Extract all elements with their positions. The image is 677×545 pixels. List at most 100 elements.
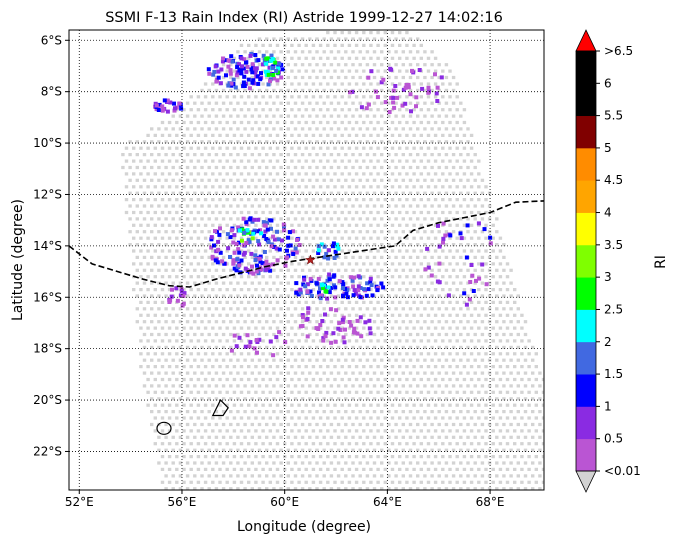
swath-point bbox=[430, 255, 434, 259]
swath-point bbox=[426, 455, 431, 459]
swath-point bbox=[394, 140, 398, 144]
swath-point bbox=[157, 153, 161, 157]
swath-point bbox=[498, 275, 503, 279]
swath-point bbox=[286, 422, 290, 427]
swath-point bbox=[178, 448, 183, 452]
swath-point bbox=[250, 88, 254, 92]
swath-point bbox=[232, 467, 237, 471]
swath-point bbox=[142, 217, 147, 221]
swath-point bbox=[254, 56, 258, 60]
swath-point bbox=[423, 294, 427, 298]
swath-point bbox=[362, 146, 366, 150]
swath-point bbox=[354, 69, 359, 73]
swath-point bbox=[405, 95, 409, 99]
swath-point bbox=[146, 339, 150, 343]
swath-point bbox=[329, 461, 334, 465]
swath-point bbox=[189, 480, 193, 484]
swath-point bbox=[221, 140, 226, 144]
swath-point bbox=[268, 467, 272, 471]
swath-point bbox=[232, 442, 237, 446]
swath-point bbox=[178, 230, 183, 234]
swath-point bbox=[221, 410, 226, 414]
rain-point bbox=[261, 220, 266, 225]
rain-point bbox=[154, 103, 159, 108]
swath-point bbox=[207, 320, 211, 324]
swath-point bbox=[358, 384, 362, 388]
swath-point bbox=[164, 294, 168, 298]
swath-point bbox=[160, 467, 165, 471]
swath-point bbox=[160, 390, 165, 394]
swath-point bbox=[336, 101, 341, 105]
swath-point bbox=[153, 185, 157, 189]
swath-point bbox=[315, 268, 319, 272]
swath-point bbox=[405, 455, 409, 459]
swath-point bbox=[437, 448, 441, 452]
swath-point bbox=[365, 243, 370, 247]
swath-point bbox=[326, 262, 330, 266]
swath-point bbox=[300, 345, 305, 349]
swath-point bbox=[268, 416, 272, 420]
rain-point bbox=[340, 320, 345, 325]
swath-point bbox=[164, 410, 168, 414]
swath-point bbox=[484, 275, 488, 279]
swath-point bbox=[200, 191, 204, 195]
swath-point bbox=[283, 108, 287, 112]
swath-point bbox=[178, 153, 183, 157]
swath-point bbox=[214, 140, 219, 144]
swath-point bbox=[520, 416, 524, 420]
swath-point bbox=[340, 82, 344, 86]
rain-point bbox=[320, 283, 325, 288]
swath-point bbox=[150, 294, 154, 298]
swath-point bbox=[178, 487, 183, 490]
rain-point bbox=[327, 272, 332, 277]
rain-point bbox=[462, 291, 467, 296]
swath-point bbox=[304, 262, 308, 266]
swath-point bbox=[243, 165, 247, 170]
swath-point bbox=[225, 262, 229, 266]
swath-point bbox=[419, 339, 423, 343]
swath-point bbox=[423, 332, 427, 337]
swath-point bbox=[167, 275, 172, 279]
swath-point bbox=[214, 474, 219, 478]
swath-point bbox=[433, 352, 438, 356]
swath-point bbox=[218, 352, 222, 356]
rain-point bbox=[206, 67, 211, 72]
swath-point bbox=[340, 43, 344, 47]
swath-point bbox=[362, 455, 366, 459]
rain-point bbox=[321, 336, 326, 341]
swath-point bbox=[362, 198, 366, 202]
swath-point bbox=[358, 410, 362, 414]
swath-point bbox=[247, 313, 251, 317]
swath-point bbox=[326, 442, 330, 446]
swath-point bbox=[491, 352, 495, 356]
swath-point bbox=[157, 268, 161, 272]
swath-point bbox=[469, 223, 474, 227]
swath-point bbox=[369, 198, 373, 202]
swath-point bbox=[189, 352, 193, 356]
swath-point bbox=[167, 377, 172, 382]
gridlines bbox=[69, 30, 544, 490]
swath-point bbox=[477, 390, 481, 394]
swath-point bbox=[265, 191, 269, 195]
swath-point bbox=[135, 165, 139, 170]
rain-point bbox=[266, 72, 271, 77]
swath-point bbox=[189, 429, 193, 433]
swath-point bbox=[495, 230, 499, 234]
swath-point bbox=[340, 313, 344, 317]
swath-point bbox=[394, 294, 398, 298]
swath-point bbox=[462, 108, 467, 112]
swath-point bbox=[272, 230, 276, 234]
swath-point bbox=[398, 69, 402, 73]
rain-point bbox=[337, 321, 342, 326]
swath-point bbox=[466, 397, 470, 401]
swath-point bbox=[182, 275, 186, 279]
swath-point bbox=[326, 377, 330, 382]
swath-point bbox=[469, 352, 474, 356]
rain-point bbox=[349, 275, 354, 280]
swath-point bbox=[455, 390, 459, 394]
swath-point bbox=[236, 75, 240, 80]
swath-point bbox=[412, 326, 416, 330]
swath-point bbox=[311, 56, 316, 60]
swath-point bbox=[178, 461, 183, 465]
swath-point bbox=[297, 455, 301, 459]
